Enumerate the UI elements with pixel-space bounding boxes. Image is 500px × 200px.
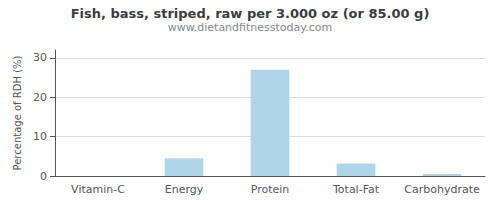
svg-text:Vitamin-C: Vitamin-C	[71, 183, 125, 196]
svg-text:10: 10	[33, 130, 47, 143]
svg-text:Protein: Protein	[251, 183, 290, 196]
svg-text:Total-Fat: Total-Fat	[332, 183, 380, 196]
svg-text:Fish, bass, striped, raw per 3: Fish, bass, striped, raw per 3.000 oz (o…	[71, 6, 430, 21]
svg-text:Energy: Energy	[165, 183, 204, 196]
svg-text:Carbohydrate: Carbohydrate	[404, 183, 480, 196]
svg-text:Percentage of RDH (%): Percentage of RDH (%)	[12, 55, 23, 170]
svg-text:0: 0	[40, 170, 47, 183]
svg-text:30: 30	[33, 51, 47, 64]
svg-text:www.dietandfitnesstoday.com: www.dietandfitnesstoday.com	[168, 21, 332, 34]
svg-text:20: 20	[33, 91, 47, 104]
